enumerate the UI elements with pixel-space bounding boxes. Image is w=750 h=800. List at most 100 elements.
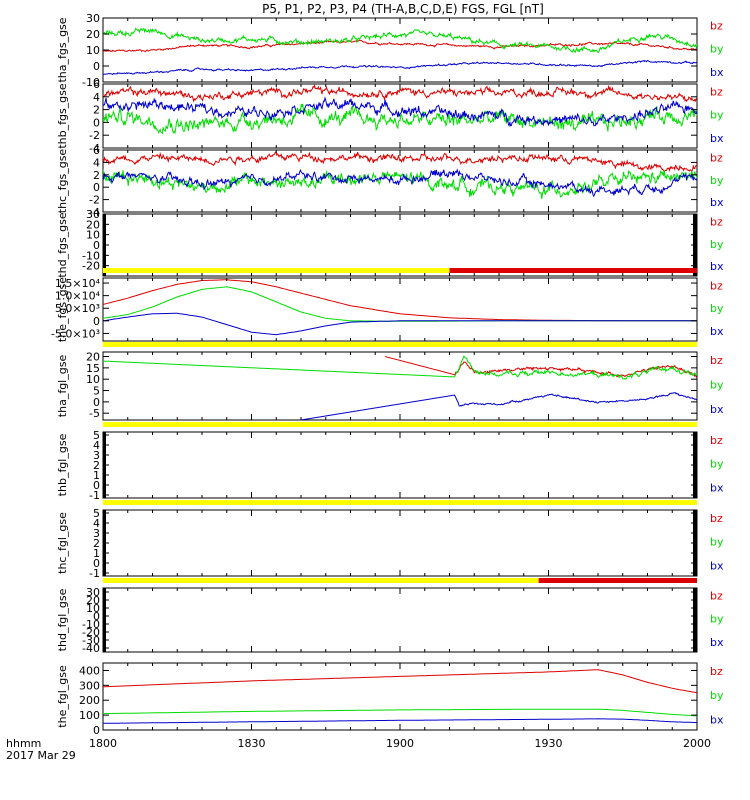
series-line-by — [103, 103, 697, 135]
legend-by: by — [710, 238, 724, 251]
flag-segment-red — [449, 268, 697, 273]
panel-the_fgl_gse: 0 100 200 300 400 the_fgl_gse bz by bx — [56, 662, 724, 737]
legend-bz: bz — [710, 665, 723, 678]
series-line-bx — [300, 392, 697, 420]
y-tick-label: 20 — [86, 351, 100, 364]
y-tick-label: 1.0×10⁴ — [55, 290, 101, 303]
series-group — [103, 150, 697, 200]
y-axis-label: thb_fgs_gse — [56, 83, 69, 149]
y-tick-label: 30 — [86, 12, 100, 25]
x-tick-label: 1830 — [238, 737, 266, 750]
y-axis-label: tha_fgl_gse — [56, 355, 69, 418]
flag-segment-yellow — [103, 578, 539, 583]
figure-title: P5, P1, P2, P3, P4 (TH-A,B,C,D,E) FGS, F… — [262, 2, 544, 16]
x-tick-label: 1930 — [535, 737, 563, 750]
y-tick-label: 1 — [93, 547, 100, 560]
legend-by: by — [710, 689, 724, 702]
series-group — [103, 669, 697, 724]
series-line-bx — [103, 96, 697, 127]
legend-bx: bx — [710, 636, 724, 649]
time-label: hhmm — [6, 737, 41, 750]
y-tick-label: 10 — [86, 373, 100, 386]
series-line-bx — [103, 168, 697, 198]
y-tick-label: -2 — [89, 194, 100, 207]
y-tick-label: 3 — [93, 449, 100, 462]
legend-by: by — [710, 613, 724, 626]
series-line-bx — [103, 312, 697, 336]
flag-segment-yellow — [103, 268, 450, 273]
series-line-bx — [103, 59, 697, 76]
y-axis-label: thc_fgl_gse — [56, 512, 69, 574]
y-tick-label: -10 — [82, 249, 100, 262]
x-axis: 1800 1830 1900 1930 2000 — [89, 737, 711, 750]
y-axis-label: thd_fgs_gse — [56, 212, 69, 278]
y-tick-label: 5 — [93, 507, 100, 520]
y-axis-label: the_fgs_gse — [56, 277, 69, 342]
y-tick-label: -1 — [89, 489, 100, 502]
legend-bz: bz — [710, 86, 723, 99]
y-tick-label: 2 — [93, 104, 100, 117]
series-line-by — [103, 169, 697, 200]
y-tick-label: 0 — [93, 60, 100, 73]
y-tick-label: 20 — [86, 28, 100, 41]
legend-bx: bx — [710, 559, 724, 572]
y-tick-label: 10 — [86, 602, 100, 615]
y-tick-label: -2 — [89, 129, 100, 142]
y-tick-label: 20 — [86, 218, 100, 231]
series-line-by — [103, 708, 697, 717]
y-tick-label: 0 — [93, 557, 100, 570]
x-tick-label: 2000 — [683, 737, 711, 750]
y-tick-label: -4 — [89, 142, 100, 155]
series-line-bz — [103, 39, 697, 53]
y-tick-label: 400 — [79, 664, 100, 677]
y-tick-label: -4 — [89, 206, 100, 219]
y-tick-label: 0 — [93, 239, 100, 252]
y-tick-label: 6 — [93, 144, 100, 157]
legend-bx: bx — [710, 713, 724, 726]
panel-tha_fgs_gse: -10 0 10 20 30 tha_fgs_gse bz by bx — [56, 12, 724, 89]
y-tick-label: 0 — [93, 724, 100, 737]
y-tick-label: 2 — [93, 459, 100, 472]
y-tick-label: -20 — [82, 626, 100, 639]
flag-segment-red — [538, 578, 697, 583]
y-tick-label: 0 — [93, 181, 100, 194]
legend-by: by — [710, 302, 724, 315]
y-tick-label: 20 — [86, 594, 100, 607]
legend-by: by — [710, 458, 724, 471]
y-tick-label: 5 — [93, 385, 100, 398]
panel-the_fgs_gse: -5.0×10³05.0×10³1.0×10⁴1.5×10⁴the_fgs_gs… — [51, 268, 724, 342]
y-tick-label: 0 — [93, 610, 100, 623]
y-tick-label: 10 — [86, 229, 100, 242]
legend-bz: bz — [710, 151, 723, 164]
legend-by: by — [710, 174, 724, 187]
y-tick-label: 100 — [79, 709, 100, 722]
y-tick-label: 0 — [93, 396, 100, 409]
legend-by: by — [710, 109, 724, 122]
legend-by: by — [710, 379, 724, 392]
y-tick-label: 30 — [86, 586, 100, 599]
y-tick-label: -20 — [82, 260, 100, 273]
flag-segment-yellow — [103, 342, 697, 347]
y-tick-label: 4 — [93, 517, 100, 530]
legend-bz: bz — [710, 354, 723, 367]
no-data-edge-right — [693, 588, 697, 652]
series-line-by — [103, 355, 697, 380]
y-tick-label: -30 — [82, 634, 100, 647]
y-tick-label: 4 — [93, 439, 100, 452]
x-tick-label: 1900 — [386, 737, 414, 750]
y-tick-label: 2 — [93, 169, 100, 182]
y-tick-label: 4 — [93, 91, 100, 104]
series-group — [103, 27, 697, 76]
y-tick-label: -5.0×10³ — [51, 327, 100, 340]
no-data-edge-left — [103, 588, 106, 652]
legend-bx: bx — [710, 481, 724, 494]
legend-bx: bx — [710, 66, 724, 79]
series-line-bz — [103, 150, 697, 174]
